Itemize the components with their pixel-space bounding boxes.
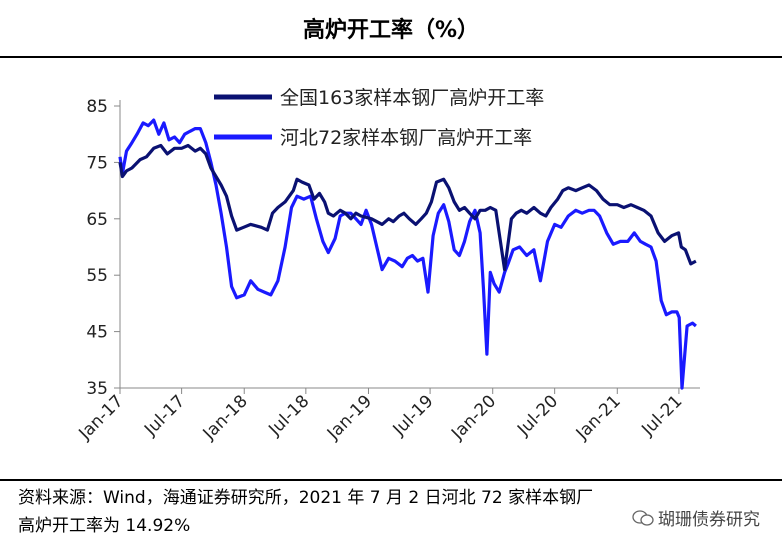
title-bar: 高炉开工率（%） — [0, 0, 782, 58]
source-line-2: 高炉开工率为 14.92% — [18, 516, 191, 536]
footer-divider — [0, 479, 782, 481]
x-tick-label: Jul-20 — [513, 391, 562, 440]
x-tick-label: Jan-18 — [199, 391, 252, 444]
legend: 全国163家样本钢厂高炉开工率 河北72家样本钢厂高炉开工率 — [214, 87, 544, 149]
series-line-national — [118, 143, 697, 272]
source-line-1: 资料来源：Wind，海通证券研究所，2021 年 7 月 2 日河北 72 家样… — [18, 488, 594, 508]
legend-label-hebei: 河北72家样本钢厂高炉开工率 — [280, 127, 532, 149]
y-tick-label: 85 — [86, 97, 108, 117]
x-tick-label: Jul-17 — [140, 391, 189, 440]
y-tick-label: 35 — [86, 379, 108, 399]
wechat-icon — [632, 509, 654, 526]
x-tick-label: Jan-21 — [572, 391, 625, 444]
watermark: 瑚珊债券研究 — [632, 505, 760, 530]
x-axis: Jan-17 Jul-17 Jan-18 Jul-18 Jan-19 Jul-19 Jan-… — [75, 387, 700, 444]
series-line-hebei — [118, 118, 697, 390]
y-tick-label: 55 — [86, 266, 108, 286]
watermark-text: 瑚珊债券研究 — [658, 510, 760, 530]
y-axis: 35 45 55 65 75 85 — [86, 97, 121, 399]
source-note: 资料来源：Wind，海通证券研究所，2021 年 7 月 2 日河北 72 家样… — [18, 484, 758, 540]
chart-title: 高炉开工率（%） — [302, 18, 480, 43]
y-tick-label: 75 — [86, 153, 108, 173]
x-tick-label: Jul-18 — [264, 391, 313, 440]
x-tick-label: Jan-17 — [75, 391, 128, 444]
x-tick-label: Jul-21 — [637, 391, 686, 440]
x-tick-label: Jan-19 — [323, 391, 376, 444]
y-tick-label: 65 — [86, 210, 108, 230]
legend-label-national: 全国163家样本钢厂高炉开工率 — [280, 87, 544, 109]
x-tick-label: Jan-20 — [447, 391, 500, 444]
series-layer — [118, 118, 697, 390]
x-tick-label: Jul-19 — [389, 391, 438, 440]
y-tick-label: 45 — [86, 323, 108, 343]
